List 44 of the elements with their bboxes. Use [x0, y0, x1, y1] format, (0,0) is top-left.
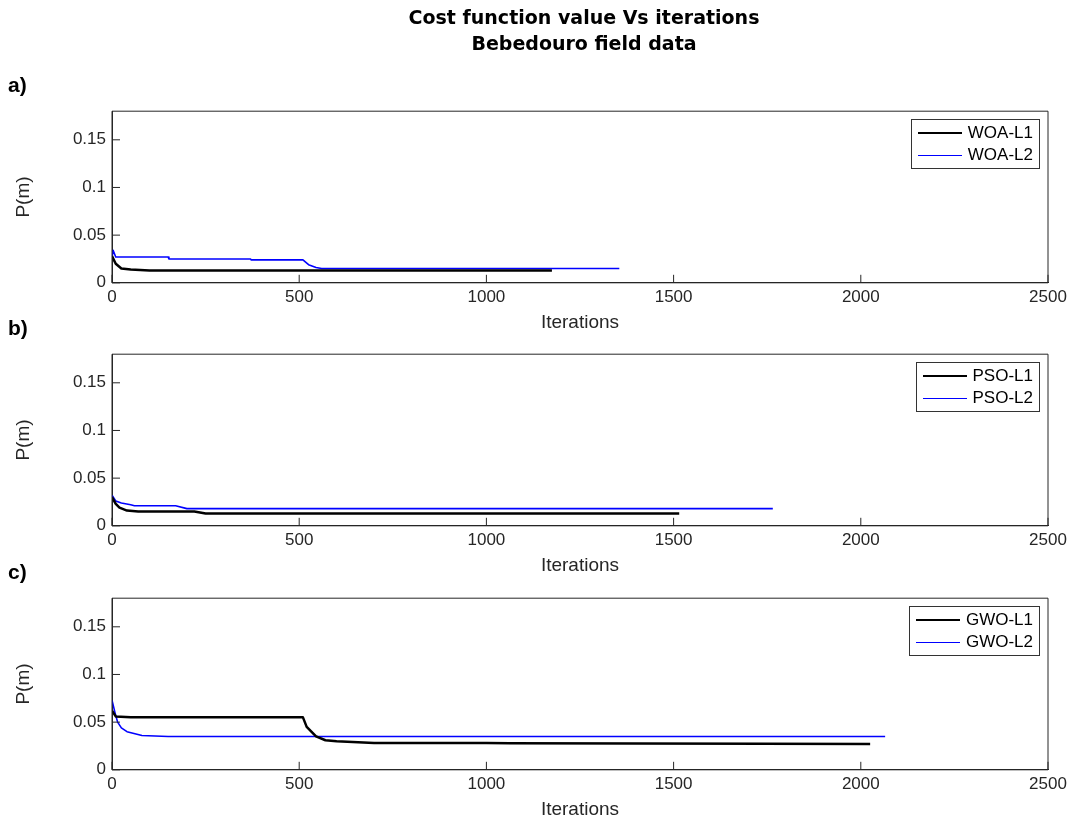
x-tick-label: 1000	[467, 773, 506, 793]
text: c)	[8, 560, 27, 584]
x-axis-title: Iterations	[540, 310, 620, 332]
y-tick-label: 0.15	[72, 129, 106, 149]
x-tick-label: 1500	[654, 529, 693, 549]
legend-label: GWO-L1	[965, 610, 1033, 631]
x-tick-label: 500	[285, 773, 314, 793]
y-axis-title: P(m)	[11, 419, 33, 461]
x-tick-label: 2500	[1029, 773, 1067, 793]
x-tick-label: 2000	[841, 529, 880, 549]
legend-label: PSO-L2	[972, 388, 1033, 409]
x-tick-label: 500	[285, 286, 314, 306]
x-tick-label: 1000	[467, 529, 506, 549]
legend-label: GWO-L2	[965, 632, 1033, 653]
x-tick-label: 2500	[1029, 529, 1067, 549]
y-tick-label: 0.05	[72, 224, 106, 244]
y-tick-label: 0	[96, 515, 106, 535]
y-axis-title: P(m)	[11, 663, 33, 705]
x-tick-label: 2500	[1029, 286, 1067, 306]
x-tick-label: 500	[285, 529, 314, 549]
y-tick-label: 0.1	[82, 664, 106, 684]
text: b)	[8, 316, 28, 340]
x-tick-label: 2000	[841, 286, 880, 306]
x-tick-label: 1500	[654, 286, 693, 306]
chart-subtitle: Bebedouro field data	[470, 31, 698, 56]
y-tick-label: 0.05	[72, 711, 106, 731]
x-tick-label: 1500	[654, 773, 693, 793]
x-axis-title: Iterations	[540, 797, 620, 819]
y-tick-label: 0	[96, 759, 106, 779]
legend-label: PSO-L1	[972, 366, 1033, 387]
legend-label: WOA-L1	[967, 123, 1033, 144]
y-tick-label: 0.15	[72, 616, 106, 636]
y-tick-label: 0.05	[72, 467, 106, 487]
legend-label: WOA-L2	[967, 145, 1033, 166]
y-tick-label: 0.1	[82, 420, 106, 440]
y-tick-label: 0.1	[82, 177, 106, 197]
chart-title: Cost function value Vs iterations	[407, 5, 761, 30]
y-tick-label: 0	[96, 272, 106, 292]
x-axis-title: Iterations	[540, 553, 620, 575]
y-tick-label: 0.15	[72, 372, 106, 392]
x-tick-label: 2000	[841, 773, 880, 793]
y-axis-title: P(m)	[11, 176, 33, 218]
text: a)	[8, 73, 27, 97]
x-tick-label: 1000	[467, 286, 506, 306]
